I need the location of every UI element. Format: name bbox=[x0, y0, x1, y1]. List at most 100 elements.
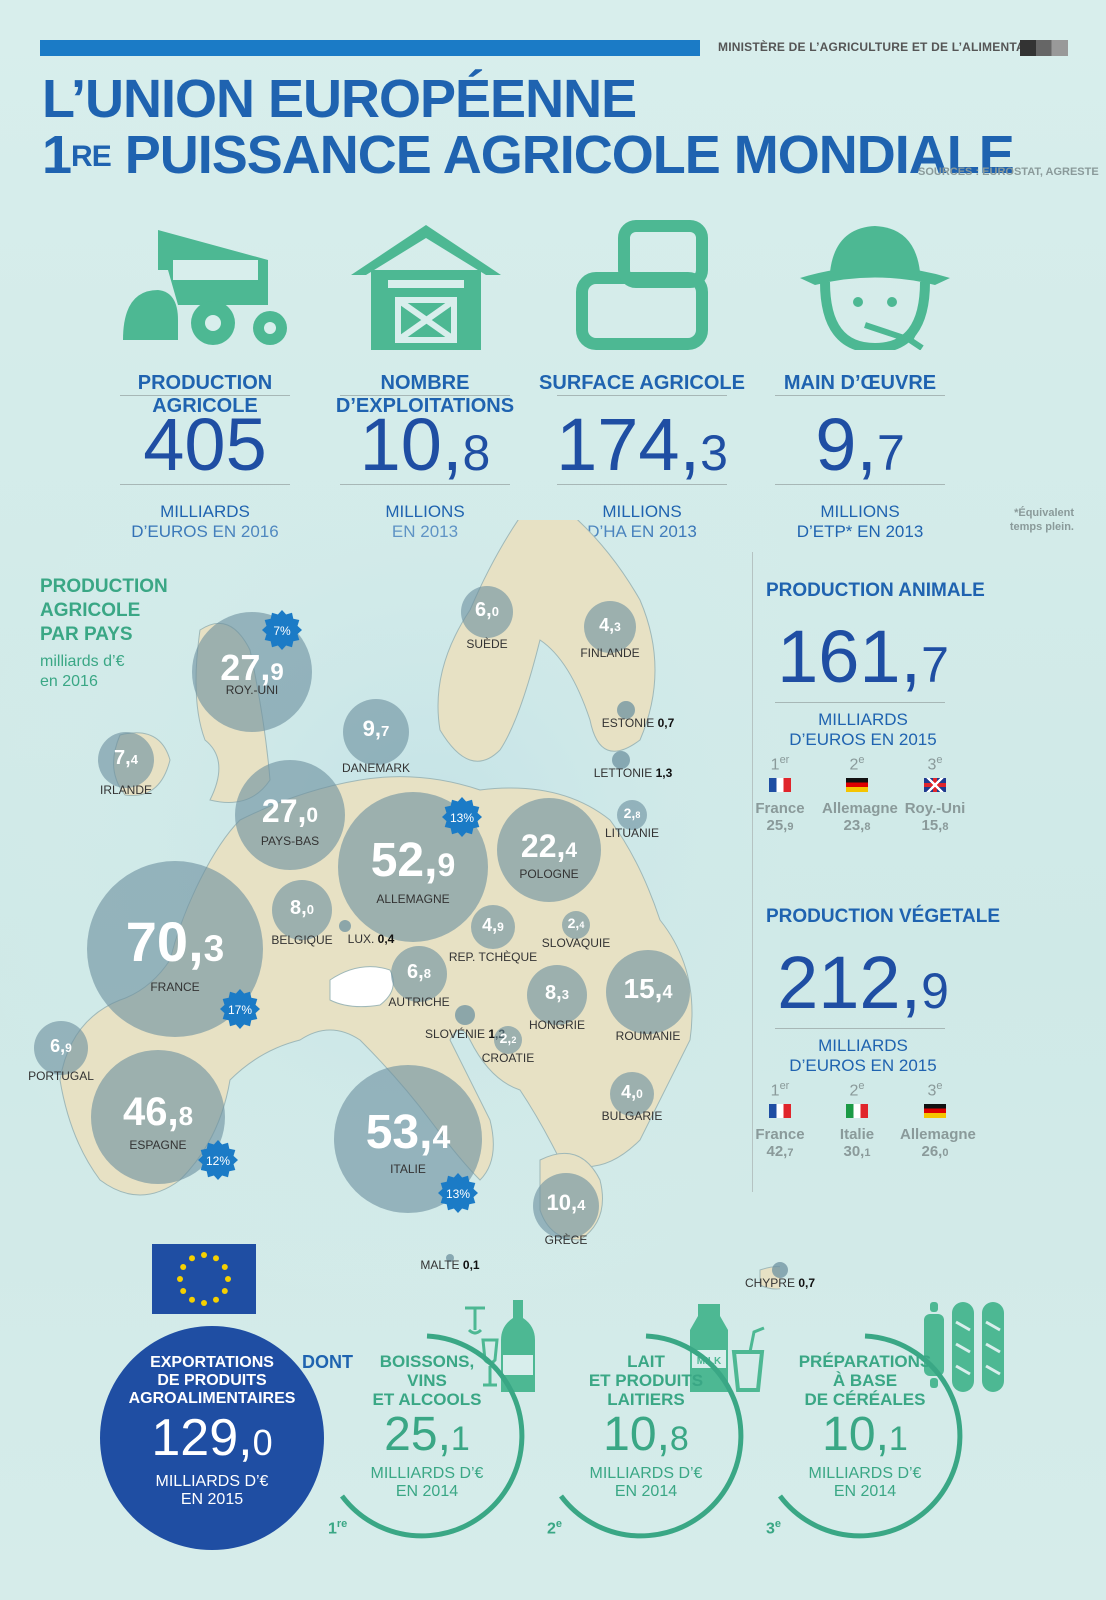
category-rank: 1re bbox=[328, 1518, 348, 1538]
de-flag-icon bbox=[924, 1104, 946, 1119]
map-title: PRODUCTION AGRICOLE PAR PAYS bbox=[40, 576, 168, 645]
exports-value: 129,0 bbox=[151, 1409, 273, 1467]
country-value: 53,4 bbox=[365, 1106, 451, 1160]
exports-total-circle: EXPORTATIONS DE PRODUITS AGROALIMENTAIRE… bbox=[100, 1326, 324, 1550]
country-value: 10,4 bbox=[546, 1190, 586, 1216]
vegetal-title: PRODUCTION VÉGETALE bbox=[766, 906, 1000, 927]
country-label: SUÈDE bbox=[466, 637, 508, 651]
exports-label: EXPORTATIONS DE PRODUITS AGROALIMENTAIRE… bbox=[128, 1354, 296, 1407]
share-badge: 7% bbox=[262, 610, 302, 650]
tractor-icon bbox=[123, 230, 287, 345]
header-bar bbox=[40, 40, 700, 56]
country-value: 46,8 bbox=[122, 1090, 194, 1135]
country-bubble bbox=[235, 760, 345, 870]
share-badge-text: 17% bbox=[228, 1003, 252, 1017]
country-value: 6,8 bbox=[407, 960, 431, 983]
page-title-line1: L’UNION EUROPÉENNE bbox=[42, 69, 637, 129]
country-value: 52,9 bbox=[370, 834, 456, 888]
category-label: BOISSONS, VINS ET ALCOOLS bbox=[372, 1352, 482, 1409]
country-bubble bbox=[339, 920, 351, 932]
country-value: 27,0 bbox=[261, 793, 319, 830]
rank-entry: 1er France 25,9 bbox=[755, 754, 805, 835]
country-label: ALLEMAGNE bbox=[376, 892, 450, 906]
category-ring bbox=[340, 1333, 525, 1539]
category-unit: MILLIARDS D’€ EN 2014 bbox=[589, 1465, 703, 1500]
country-bubble bbox=[527, 965, 587, 1025]
country-value: 6,0 bbox=[475, 598, 499, 621]
country-value: 7,4 bbox=[114, 746, 138, 769]
share-badge: 17% bbox=[220, 989, 260, 1029]
exports-unit: MILLIARDS D’€ EN 2015 bbox=[155, 1473, 269, 1508]
country-value: 6,9 bbox=[50, 1035, 72, 1056]
country-value: 4,3 bbox=[599, 614, 621, 635]
country-bubble bbox=[617, 701, 635, 719]
share-badge: 13% bbox=[442, 797, 482, 837]
country-value: 4,0 bbox=[621, 1081, 643, 1102]
map-subtitle: milliards d’€ en 2016 bbox=[40, 653, 125, 690]
country-value: 15,4 bbox=[623, 972, 673, 1004]
country-label: IRLANDE bbox=[99, 783, 152, 797]
country-label: SLOVAQUIE bbox=[541, 936, 611, 950]
share-badge-text: 13% bbox=[446, 1187, 470, 1201]
animal-title: PRODUCTION ANIMALE bbox=[766, 580, 985, 601]
country-value: 70,3 bbox=[125, 910, 225, 974]
wine-bottle-icon bbox=[465, 1300, 535, 1392]
side-rule bbox=[775, 1028, 945, 1029]
country-value: 8,3 bbox=[545, 981, 569, 1004]
stat-rule bbox=[120, 395, 290, 396]
country-bubble bbox=[533, 1173, 599, 1239]
category-rank: 2e bbox=[547, 1518, 563, 1538]
category-value: 10,8 bbox=[603, 1408, 689, 1461]
stat-value: 9,7 bbox=[815, 403, 905, 486]
eu-flag-icon bbox=[152, 1244, 256, 1314]
share-badge-text: 12% bbox=[206, 1154, 230, 1168]
farmer-icon bbox=[800, 226, 950, 350]
category-unit: MILLIARDS D’€ EN 2014 bbox=[808, 1465, 922, 1500]
country-label: GRÈCE bbox=[544, 1233, 588, 1247]
rank-entry: 2e Allemagne 23,8 bbox=[822, 754, 898, 835]
country-bubble bbox=[494, 1026, 522, 1054]
stat-rule bbox=[775, 484, 945, 485]
country-label: FRANCE bbox=[150, 980, 200, 994]
stat-rule bbox=[340, 484, 510, 485]
stat-rule bbox=[340, 395, 510, 396]
country-value: 2,8 bbox=[623, 805, 641, 822]
it-flag-icon bbox=[846, 1104, 868, 1119]
country-bubble bbox=[461, 586, 513, 638]
country-label: POLOGNE bbox=[519, 867, 579, 881]
stat-label: NOMBRE D’EXPLOITATIONS bbox=[335, 372, 515, 417]
stat-label: MAIN D’ŒUVRE bbox=[783, 372, 937, 394]
de-flag-icon bbox=[846, 778, 868, 793]
country-label: ESTONIE 0,7 bbox=[601, 716, 675, 730]
stat-rule bbox=[120, 484, 290, 485]
stat-value: 10,8 bbox=[359, 403, 491, 486]
country-bubble bbox=[272, 880, 332, 940]
fr-flag-icon bbox=[769, 778, 791, 793]
country-label: CROATIE bbox=[481, 1051, 535, 1065]
country-label: LETTONIE 1,3 bbox=[593, 766, 673, 780]
country-label: ESPAGNE bbox=[129, 1138, 187, 1152]
share-badge-text: 7% bbox=[273, 624, 291, 638]
country-bubble bbox=[562, 911, 590, 939]
column-separator bbox=[752, 552, 753, 1192]
country-bubble bbox=[497, 798, 601, 902]
country-label: ITALIE bbox=[390, 1162, 426, 1176]
category-value: 10,1 bbox=[822, 1408, 908, 1461]
category-block: BOISSONS, VINS ET ALCOOLS 25,1 MILLIARDS D… bbox=[327, 1352, 527, 1501]
stat-rule bbox=[775, 395, 945, 396]
animal-value: 161,7 bbox=[777, 615, 949, 698]
category-block: PRÉPARATIONS À BASE DE CÉRÉALES 10,1 MILLI… bbox=[765, 1352, 965, 1501]
country-bubble bbox=[772, 1262, 788, 1278]
country-value: 2,2 bbox=[499, 1030, 517, 1047]
country-label: FINLANDE bbox=[580, 646, 640, 660]
category-block: LAIT ET PRODUITS LAITIERS 10,8 MILLIARDS D… bbox=[546, 1352, 746, 1501]
etp-footnote: *Équivalent temps plein. bbox=[1009, 507, 1074, 533]
share-badge: 13% bbox=[438, 1173, 478, 1213]
country-label: DANEMARK bbox=[341, 761, 410, 775]
country-label: REP. TCHÈQUE bbox=[448, 950, 538, 964]
country-label: LITUANIE bbox=[604, 826, 659, 840]
country-value: 27,9 bbox=[220, 646, 284, 688]
country-bubble bbox=[610, 1072, 654, 1116]
country-bubble bbox=[343, 699, 409, 765]
country-bubble bbox=[391, 946, 447, 1002]
